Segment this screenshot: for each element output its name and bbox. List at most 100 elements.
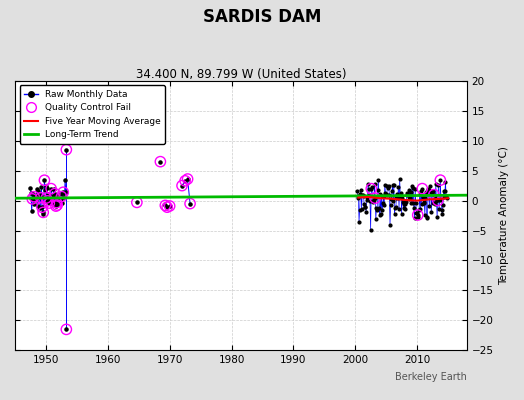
Point [367,186,376,192]
Point [374,187,382,194]
Point [401,206,409,212]
Point [39,209,47,216]
Title: 34.400 N, 89.799 W (United States): 34.400 N, 89.799 W (United States) [136,68,346,81]
Point [429,188,437,195]
Point [441,179,450,185]
Point [442,193,450,199]
Point [390,210,399,217]
Point [29,201,38,208]
Y-axis label: Temperature Anomaly (°C): Temperature Anomaly (°C) [499,146,509,285]
Point [52,203,60,209]
Point [420,198,429,205]
Point [412,210,421,216]
Point [417,188,425,194]
Point [362,208,370,215]
Point [45,200,53,206]
Point [406,195,414,201]
Point [29,191,37,197]
Point [418,201,426,208]
Point [396,193,405,199]
Point [424,186,432,192]
Point [379,193,388,200]
Point [54,198,62,205]
Point [355,206,364,213]
Point [360,201,368,207]
Point [35,194,43,200]
Point [363,194,371,200]
Point [438,207,446,213]
Point [383,192,391,198]
Point [30,194,38,200]
Point [186,200,194,207]
Point [37,194,45,201]
Point [378,207,386,214]
Point [418,186,427,192]
Point [353,188,361,194]
Point [408,200,417,206]
Point [426,182,434,189]
Point [57,193,66,200]
Point [388,182,397,188]
Point [48,192,57,199]
Point [363,197,372,203]
Point [361,204,369,211]
Point [43,198,52,204]
Point [403,190,412,196]
Point [42,185,51,191]
Point [42,195,50,201]
Point [37,184,46,190]
Point [30,194,38,200]
Point [61,177,69,183]
Point [178,182,186,189]
Point [61,188,70,195]
Point [368,198,377,205]
Point [161,202,169,208]
Point [365,192,374,199]
Point [370,181,379,188]
Point [45,198,53,204]
Point [430,194,439,200]
Point [62,146,71,153]
Point [28,196,37,202]
Point [430,192,438,198]
Point [163,204,171,210]
Point [42,195,50,201]
Point [38,204,46,210]
Point [399,204,408,211]
Point [161,202,169,208]
Point [414,214,422,220]
Point [34,203,42,210]
Point [371,195,379,201]
Point [438,211,446,217]
Point [359,192,367,199]
Point [376,212,384,218]
Point [407,200,416,206]
Point [401,201,410,207]
Point [166,203,174,209]
Point [181,178,189,184]
Point [59,190,67,196]
Point [388,188,396,194]
Point [57,193,66,200]
Point [419,200,428,206]
Point [364,181,372,188]
Point [30,195,39,201]
Point [374,176,383,183]
Point [430,192,438,198]
Point [405,196,413,202]
Point [411,186,419,192]
Point [371,195,379,201]
Point [133,199,141,206]
Point [402,192,411,198]
Point [44,191,52,197]
Text: SARDIS DAM: SARDIS DAM [203,8,321,26]
Point [47,186,56,192]
Point [400,201,408,208]
Point [40,177,49,184]
Point [186,200,194,207]
Point [27,190,35,196]
Point [373,207,381,213]
Point [421,211,429,218]
Point [394,195,402,201]
Point [56,197,64,203]
